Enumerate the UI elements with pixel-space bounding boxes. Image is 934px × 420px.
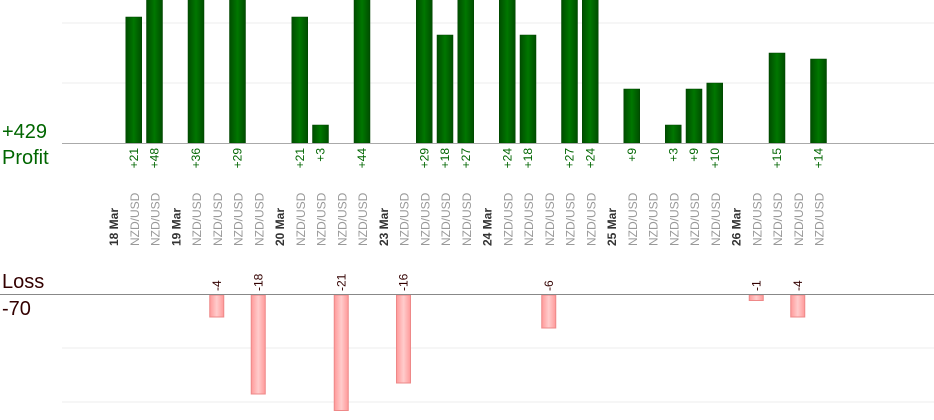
pair-label: NZD/USD [439, 192, 453, 246]
profit-bar [187, 0, 205, 144]
profit-bar [457, 0, 474, 144]
profit-label: Profit [2, 147, 49, 169]
loss-bar [748, 294, 764, 301]
profit-value-label: +44 [355, 148, 369, 169]
profit-bar [582, 0, 599, 144]
date-label: 23 Mar [377, 208, 391, 246]
profit-value-label: +9 [687, 148, 701, 162]
profit-bar [665, 124, 682, 144]
profit-value-label: +29 [231, 148, 245, 169]
loss-bar [250, 294, 266, 395]
profit-bar [561, 0, 578, 144]
loss-bar [333, 294, 349, 411]
date-label: 24 Mar [481, 208, 495, 246]
profit-value-label: +18 [521, 148, 535, 169]
pair-label: NZD/USD [252, 192, 266, 246]
profit-value-label: +10 [708, 148, 722, 169]
profit-value-label: +27 [563, 148, 577, 169]
profit-bar [623, 88, 640, 144]
date-label: 20 Mar [273, 208, 287, 246]
pair-label: NZD/USD [522, 192, 536, 246]
profit-bar [353, 0, 371, 144]
pair-label: NZD/USD [667, 192, 681, 246]
pair-label: NZD/USD [356, 192, 370, 246]
profit-value-label: +36 [189, 148, 203, 169]
pair-label: NZD/USD [128, 192, 142, 246]
profit-bar [706, 82, 723, 144]
profit-bar [499, 0, 516, 144]
profit-bar [146, 0, 163, 144]
pair-label: NZD/USD [709, 192, 723, 246]
profit-value-label: +27 [459, 148, 473, 169]
pair-label: NZD/USD [626, 192, 640, 246]
loss-value-label: -1 [749, 280, 763, 291]
loss-bar [541, 294, 557, 329]
loss-value-label: -6 [542, 280, 556, 291]
pair-label: NZD/USD [335, 192, 349, 246]
pair-label: NZD/USD [792, 192, 806, 246]
pair-label: NZD/USD [398, 192, 412, 246]
date-label: 25 Mar [605, 208, 619, 246]
loss-label: Loss [2, 271, 45, 293]
profit-bar [810, 58, 827, 144]
pair-label: NZD/USD [211, 192, 225, 246]
pair-label: NZD/USD [294, 192, 308, 246]
profit-value-label: +29 [417, 148, 431, 169]
pair-label: NZD/USD [688, 192, 702, 246]
pair-label: NZD/USD [750, 192, 764, 246]
loss-value-label: -4 [210, 280, 224, 291]
pair-label: NZD/USD [771, 192, 785, 246]
loss-total: -70 [2, 298, 31, 320]
profit-value-label: +15 [770, 148, 784, 169]
loss-value-label: -18 [251, 273, 265, 291]
pair-label: NZD/USD [190, 192, 204, 246]
pair-label: NZD/USD [418, 192, 432, 246]
profit-bar [312, 124, 329, 144]
loss-bar [209, 294, 225, 318]
profit-value-label: +24 [583, 148, 597, 169]
profit-value-label: +3 [666, 148, 680, 162]
loss-value-label: -16 [397, 273, 411, 291]
profit-value-label: +14 [812, 148, 826, 169]
profit-bar [229, 0, 246, 144]
profit-bar [519, 34, 537, 144]
profit-bar [416, 0, 433, 144]
date-label: 18 Mar [107, 208, 121, 246]
pair-label: NZD/USD [232, 192, 246, 246]
profit-value-label: +18 [438, 148, 452, 169]
pair-label: NZD/USD [584, 192, 598, 246]
profit-bar [125, 16, 142, 144]
profit-bar [768, 52, 786, 144]
profit-value-label: +21 [127, 148, 141, 169]
pair-label: NZD/USD [501, 192, 515, 246]
profit-bar [685, 88, 703, 144]
profit-bar [291, 16, 308, 144]
pair-label: NZD/USD [647, 192, 661, 246]
pair-label: NZD/USD [149, 192, 163, 246]
profit-value-label: +3 [314, 148, 328, 162]
pair-label: NZD/USD [564, 192, 578, 246]
loss-bar [396, 294, 411, 384]
profit-value-label: +21 [293, 148, 307, 169]
loss-value-label: -21 [334, 273, 348, 291]
profit-total: +429 [2, 121, 48, 143]
date-label: 26 Mar [730, 208, 744, 246]
loss-value-label: -4 [791, 280, 805, 291]
date-label: 19 Mar [169, 208, 183, 246]
loss-bar [790, 294, 806, 318]
pair-label: NZD/USD [460, 192, 474, 246]
profit-value-label: +9 [625, 148, 639, 162]
pair-label: NZD/USD [543, 192, 557, 246]
profit-value-label: +48 [148, 148, 162, 169]
pair-label: NZD/USD [813, 192, 827, 246]
pair-label: NZD/USD [315, 192, 329, 246]
profit-value-label: +24 [500, 148, 514, 169]
profit-bar [436, 34, 454, 144]
